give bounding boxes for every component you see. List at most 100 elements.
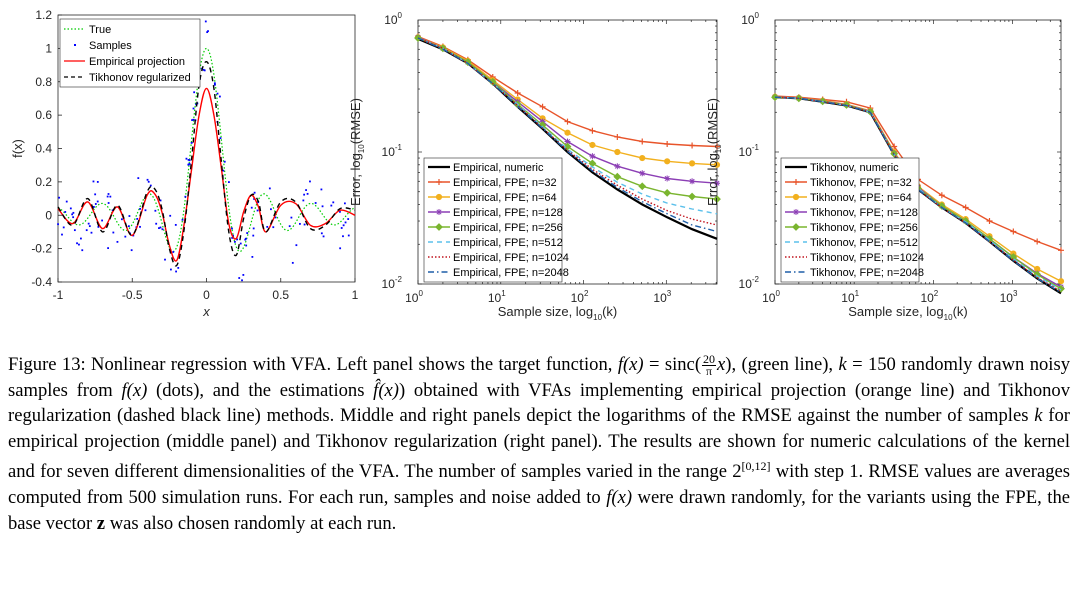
data-point (639, 138, 646, 145)
figure-svg: -1 -0.5 0 0.5 1 -0.4 -0.2 0 0.2 0.4 0.6 0.8 1 1.2 x f(x… (10, 8, 1065, 322)
sample-point (184, 195, 187, 198)
sample-point (65, 200, 68, 203)
legend-entry: Empirical, FPE; n=32 (453, 177, 557, 189)
legend-entry: Tikhonov, FPE; n=256 (810, 222, 918, 234)
sample-point (161, 228, 164, 231)
x-tick-label: 102 (920, 289, 938, 305)
sample-point (236, 238, 238, 241)
legend-marker (792, 223, 800, 231)
sample-point (322, 235, 325, 238)
data-point (514, 89, 521, 96)
sample-point (342, 224, 345, 227)
sample-point (216, 92, 219, 95)
sample-point (159, 199, 162, 202)
x-tick-label: 101 (841, 289, 859, 305)
legend-marker (436, 209, 442, 215)
sample-point (234, 240, 236, 243)
sample-point (78, 243, 80, 246)
sample-point (343, 202, 346, 205)
series-line (417, 37, 718, 233)
sample-point (207, 30, 209, 33)
sample-point (107, 247, 109, 250)
sample-point (106, 195, 109, 198)
sample-point (309, 180, 311, 183)
sample-point (204, 20, 207, 23)
sample-point (339, 247, 342, 250)
x-tick-exponent: 1 (501, 289, 506, 298)
legend-entry: Tikhonov, numeric (810, 162, 899, 174)
legend-entry: Tikhonov, FPE; n=1024 (810, 252, 924, 264)
data-point (1010, 228, 1017, 235)
x-tick-exponent: 3 (1013, 289, 1018, 298)
sample-point (62, 226, 65, 229)
sample-point (339, 210, 341, 213)
x-axis-label-sub: 10 (944, 313, 953, 322)
x-tick-label: 100 (405, 289, 423, 305)
sample-point (130, 249, 133, 252)
sample-point (303, 223, 306, 226)
y-axis-label: Error, log10(RMSE) (348, 98, 366, 206)
data-point (938, 192, 945, 199)
sample-point (288, 225, 291, 228)
y-tick-label: -0.4 (31, 275, 52, 289)
sample-point (330, 204, 333, 207)
x-axis-label-arg: (k) (602, 304, 617, 319)
sample-point (177, 267, 180, 269)
y-tick-exponent: 0 (398, 11, 403, 20)
sample-point (97, 225, 100, 228)
sample-point (71, 213, 74, 216)
sample-point (107, 202, 110, 204)
legend-box (59, 18, 201, 88)
sample-point (320, 232, 323, 235)
figure-caption: Figure 13: Nonlinear regression with VFA… (8, 352, 1071, 534)
legend-marker (435, 193, 443, 201)
sample-point (92, 180, 95, 183)
x-tick-label: 103 (1000, 289, 1018, 305)
sample-point (188, 159, 191, 162)
sample-point (96, 200, 99, 203)
y-axis-label: f(x) (10, 139, 25, 158)
sample-point (128, 215, 131, 217)
sample-point (191, 119, 193, 121)
sample-point (295, 244, 298, 247)
x-tick-label: 1 (352, 288, 359, 302)
x-tick-label: -0.5 (122, 288, 143, 302)
sample-point (320, 188, 323, 191)
sample-point (268, 187, 271, 190)
data-point (639, 154, 646, 162)
sample-point (112, 231, 115, 234)
legend-entry: Empirical, FPE; n=1024 (453, 252, 569, 264)
data-point (488, 77, 497, 86)
sample-point (172, 251, 175, 253)
data-point (589, 153, 596, 160)
data-point (1057, 278, 1065, 285)
x-axis-label: Sample size, log10(k) (498, 304, 617, 322)
tikhonov-regularized-line (57, 61, 356, 267)
sample-point (85, 229, 88, 232)
x-axis-label: Sample size, log10(k) (848, 304, 967, 322)
x-tick-exponent: 0 (775, 289, 780, 298)
sample-point (213, 83, 216, 86)
sample-point (139, 207, 141, 210)
sample-point (94, 203, 97, 205)
sample-point (73, 229, 76, 232)
legend-box (423, 157, 563, 283)
legend-entry: Empirical, FPE; n=64 (453, 192, 557, 204)
sample-point (187, 158, 190, 161)
data-point (962, 204, 969, 211)
y-tick-label: 0.6 (35, 108, 52, 122)
sample-point (223, 160, 226, 163)
sample-point (231, 236, 234, 239)
legend-marker (793, 209, 799, 215)
sample-point (88, 225, 91, 228)
legend-entry: Empirical, FPE; n=128 (453, 207, 563, 219)
sample-point (109, 195, 112, 198)
sample-point (193, 91, 196, 94)
data-point (564, 138, 571, 145)
data-point (614, 163, 621, 170)
data-point (638, 182, 647, 191)
sample-point (298, 222, 301, 225)
legend-entry: Empirical projection (89, 56, 185, 68)
legend-entry: True (89, 24, 111, 36)
data-point (891, 143, 898, 150)
